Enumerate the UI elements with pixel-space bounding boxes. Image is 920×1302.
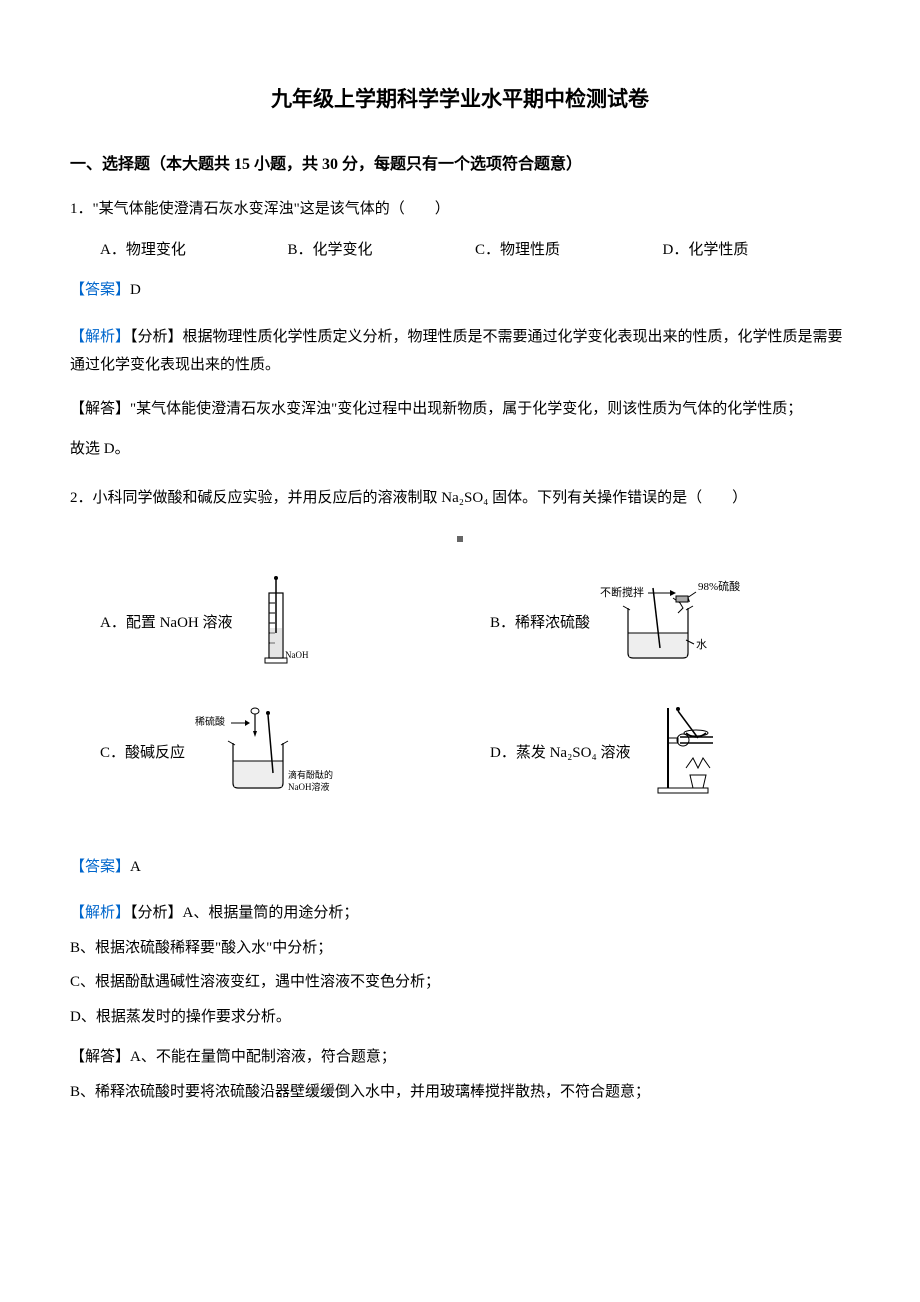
- q2-figopt-b: B．稀释浓硫酸 不断搅拌 98%硫酸 水: [460, 573, 850, 673]
- q2-analysis-head: 【解析】【分析】A、根据量筒的用途分析；: [70, 899, 850, 928]
- analysis-text: 【分析】A、根据量筒的用途分析；: [130, 905, 358, 921]
- svg-text:不断搅拌: 不断搅拌: [600, 585, 644, 599]
- svg-text:水: 水: [696, 638, 707, 651]
- q2-figopt-a: A．配置 NaOH 溶液 NaOH: [70, 573, 460, 673]
- analysis-label: 【解析】: [70, 329, 130, 345]
- answer-label: 【答案】: [70, 282, 130, 298]
- q2-analysis-c: C、根据酚酞遇碱性溶液变红，遇中性溶液不变色分析；: [70, 968, 850, 997]
- q2-analysis-d: D、根据蒸发时的操作要求分析。: [70, 1003, 850, 1032]
- q2-solve-b: B、稀释浓硫酸时要将浓硫酸沿器壁缓缓倒入水中，并用玻璃棒搅拌散热，不符合题意；: [70, 1078, 850, 1107]
- svg-text:NaOH: NaOH: [285, 650, 309, 660]
- q2-figure-options: A．配置 NaOH 溶液 NaOH B．稀释浓硫酸 不断搅拌: [70, 573, 850, 833]
- page-title: 九年级上学期科学学业水平期中检测试卷: [70, 80, 850, 120]
- q2-solve-a: 【解答】A、不能在量筒中配制溶液，符合题意；: [70, 1043, 850, 1072]
- q1-opt-d: D．化学性质: [663, 236, 851, 265]
- analysis-text: 【分析】根据物理性质化学性质定义分析，物理性质是不需要通过化学变化表现出来的性质…: [70, 329, 843, 374]
- q1-opt-b: B．化学变化: [288, 236, 476, 265]
- q1-text: 1．"某气体能使澄清石灰水变浑浊"这是该气体的（ ）: [70, 195, 850, 224]
- svg-text:滴有酚酞的: 滴有酚酞的: [288, 769, 333, 780]
- q2-optA-label: A．配置 NaOH 溶液: [70, 609, 233, 638]
- question-2: 2．小科同学做酸和碱反应实验，并用反应后的溶液制取 Na₂SO₄ 固体。下列有关…: [70, 484, 850, 1107]
- q1-analysis: 【解析】【分析】根据物理性质化学性质定义分析，物理性质是不需要通过化学变化表现出…: [70, 323, 850, 380]
- q2-optD-label: D．蒸发 Na₂SO₄ 溶液: [460, 739, 630, 768]
- q2-analysis-b: B、根据浓硫酸稀释要"酸入水"中分析；: [70, 934, 850, 963]
- answer-value: A: [130, 859, 141, 875]
- q1-solve1: 【解答】"某气体能使澄清石灰水变浑浊"变化过程中出现新物质，属于化学变化，则该性…: [70, 395, 850, 424]
- marker-icon: [457, 536, 463, 542]
- q1-answer: 【答案】D: [70, 276, 850, 305]
- q1-solve2: 故选 D。: [70, 435, 850, 464]
- answer-value: D: [130, 282, 141, 298]
- cylinder-diagram-icon: NaOH: [241, 573, 311, 673]
- q2-figopt-d: D．蒸发 Na₂SO₄ 溶液: [460, 703, 850, 803]
- q2-optC-label: C．酸碱反应: [70, 739, 185, 768]
- question-1: 1．"某气体能使澄清石灰水变浑浊"这是该气体的（ ） A．物理变化 B．化学变化…: [70, 195, 850, 464]
- svg-text:稀硫酸: 稀硫酸: [195, 715, 225, 728]
- q2-optB-label: B．稀释浓硫酸: [460, 609, 590, 638]
- evaporate-diagram-icon: [638, 703, 738, 803]
- q2-text: 2．小科同学做酸和碱反应实验，并用反应后的溶液制取 Na₂SO₄ 固体。下列有关…: [70, 484, 850, 513]
- q1-opt-c: C．物理性质: [475, 236, 663, 265]
- svg-text:NaOH溶液: NaOH溶液: [288, 781, 330, 792]
- q1-options: A．物理变化 B．化学变化 C．物理性质 D．化学性质: [70, 236, 850, 265]
- q2-answer: 【答案】A: [70, 853, 850, 882]
- analysis-label: 【解析】: [70, 905, 130, 921]
- section-header: 一、选择题（本大题共 15 小题，共 30 分，每题只有一个选项符合题意）: [70, 150, 850, 180]
- q1-opt-a: A．物理变化: [100, 236, 288, 265]
- svg-text:98%硫酸: 98%硫酸: [698, 579, 740, 593]
- q2-figopt-c: C．酸碱反应 稀硫酸 滴有酚酞的 NaOH溶液: [70, 703, 460, 803]
- acid-base-diagram-icon: 稀硫酸 滴有酚酞的 NaOH溶液: [193, 703, 343, 803]
- answer-label: 【答案】: [70, 859, 130, 875]
- dilute-acid-diagram-icon: 不断搅拌 98%硫酸 水: [598, 578, 758, 668]
